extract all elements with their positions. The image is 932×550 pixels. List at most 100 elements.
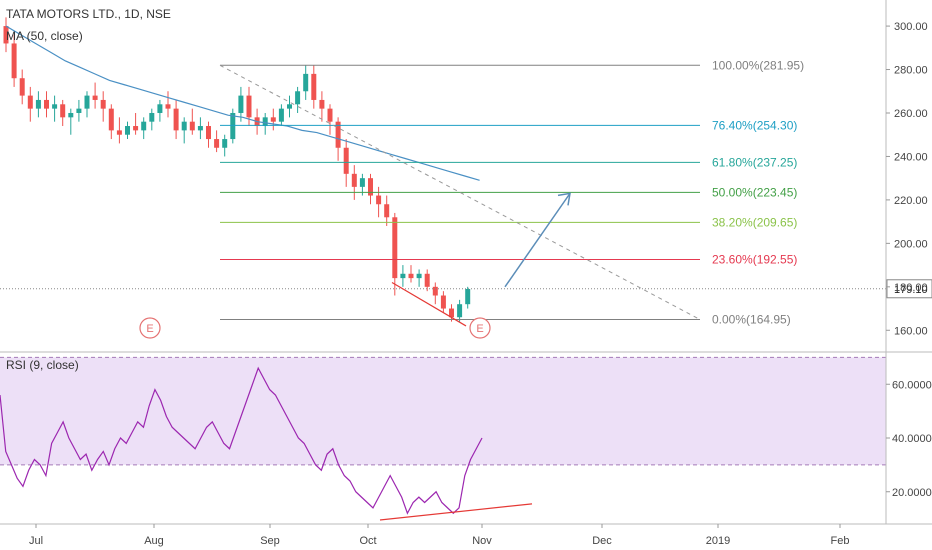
candle xyxy=(181,121,187,131)
candle xyxy=(165,104,171,109)
fib-level-label: 50.00%(223.45) xyxy=(712,185,797,199)
candle xyxy=(141,121,147,131)
candle xyxy=(368,178,373,196)
candle xyxy=(44,99,49,109)
candle xyxy=(319,99,325,109)
rsi-legend: RSI (9, close) xyxy=(6,358,79,372)
price-tick-label: 280.00 xyxy=(894,65,928,77)
time-tick-label: 2019 xyxy=(706,535,730,547)
rsi-band xyxy=(0,357,886,465)
event-marker-label: E xyxy=(476,323,483,335)
last-price-badge xyxy=(886,279,932,299)
fib-level-label: 0.00%(164.95) xyxy=(712,313,791,327)
price-tick-label: 160.00 xyxy=(894,325,928,337)
candle xyxy=(125,126,130,135)
candle xyxy=(157,104,163,113)
rsi-line xyxy=(0,366,483,515)
price-tick-label: 300.00 xyxy=(894,21,928,33)
symbol-title: TATA MOTORS LTD., 1D, NSE xyxy=(6,7,171,21)
price-tick-label: 260.00 xyxy=(894,108,928,120)
candle xyxy=(262,117,268,127)
candle xyxy=(311,73,317,100)
candle xyxy=(384,204,390,218)
projection-arrowhead xyxy=(557,192,571,206)
candle xyxy=(133,126,139,131)
time-tick-label: Oct xyxy=(359,535,376,547)
candle xyxy=(327,108,333,122)
ma-legend: MA (50, close) xyxy=(6,29,83,43)
candle xyxy=(230,112,236,140)
rsi-tick-label: 20.0000 xyxy=(892,487,932,499)
candle xyxy=(278,108,284,122)
fib-level-label: 23.60%(192.55) xyxy=(712,253,797,267)
rsi-tick-label: 40.0000 xyxy=(892,433,932,445)
candle xyxy=(449,308,454,318)
ma50-line xyxy=(5,25,480,181)
fib-level-label: 61.80%(237.25) xyxy=(712,155,797,169)
candle xyxy=(359,178,365,187)
candle xyxy=(408,273,414,279)
candle xyxy=(416,273,422,279)
candle xyxy=(76,108,82,113)
candle xyxy=(84,95,90,109)
time-tick-label: Dec xyxy=(592,535,612,547)
candle xyxy=(3,26,9,44)
candle xyxy=(335,121,341,148)
candle xyxy=(11,43,17,79)
event-marker-label: E xyxy=(146,323,153,335)
price-tick-label: 200.00 xyxy=(894,238,928,250)
fib-level-label: 76.40%(254.30) xyxy=(712,118,797,132)
candle xyxy=(197,126,203,131)
candle xyxy=(189,121,195,131)
candle xyxy=(52,104,58,109)
candle xyxy=(149,112,155,122)
candle xyxy=(270,117,276,122)
candle xyxy=(457,304,463,318)
candle xyxy=(27,95,33,109)
time-tick-label: Jul xyxy=(29,535,43,547)
fib-trend-line xyxy=(219,64,701,320)
price-trend-line xyxy=(391,281,467,327)
candle xyxy=(68,112,74,118)
event-marker xyxy=(469,317,491,339)
candle xyxy=(100,99,106,109)
candle xyxy=(206,126,211,140)
candle xyxy=(376,195,382,205)
candle xyxy=(351,173,357,187)
candle xyxy=(222,139,228,148)
candle xyxy=(424,273,430,287)
candle xyxy=(287,104,292,109)
candle xyxy=(19,78,25,96)
time-tick-label: Sep xyxy=(260,535,280,547)
last-price-value: 179.10 xyxy=(894,284,928,296)
rsi-tick-label: 60.0000 xyxy=(892,379,932,391)
price-tick-label: 220.00 xyxy=(894,195,928,207)
time-tick-label: Aug xyxy=(144,535,164,547)
candle xyxy=(214,139,220,148)
rsi-pane[interactable] xyxy=(0,356,886,521)
price-tick-label: 240.00 xyxy=(894,151,928,163)
time-tick-label: Feb xyxy=(831,535,850,547)
candle xyxy=(238,95,244,113)
event-marker xyxy=(139,317,161,339)
candle xyxy=(173,108,179,131)
rsi-trend-line xyxy=(379,503,533,521)
candle xyxy=(400,273,406,279)
time-tick-label: Nov xyxy=(472,535,492,547)
candle xyxy=(246,95,252,118)
candle xyxy=(303,73,309,92)
candle xyxy=(60,104,66,118)
candle xyxy=(108,108,114,131)
candle xyxy=(295,91,301,105)
fib-level-label: 38.20%(209.65) xyxy=(712,215,797,229)
price-tick-label: 180.00 xyxy=(894,282,928,294)
candle xyxy=(440,295,446,309)
candle xyxy=(465,288,471,305)
price-pane[interactable]: 100.00%(281.95) 76.40%(254.30) 61.80%(237.… xyxy=(0,17,932,339)
candle xyxy=(116,130,122,135)
candle xyxy=(343,147,349,174)
fib-level-label: 100.00%(281.95) xyxy=(712,58,804,72)
candle xyxy=(392,217,398,279)
